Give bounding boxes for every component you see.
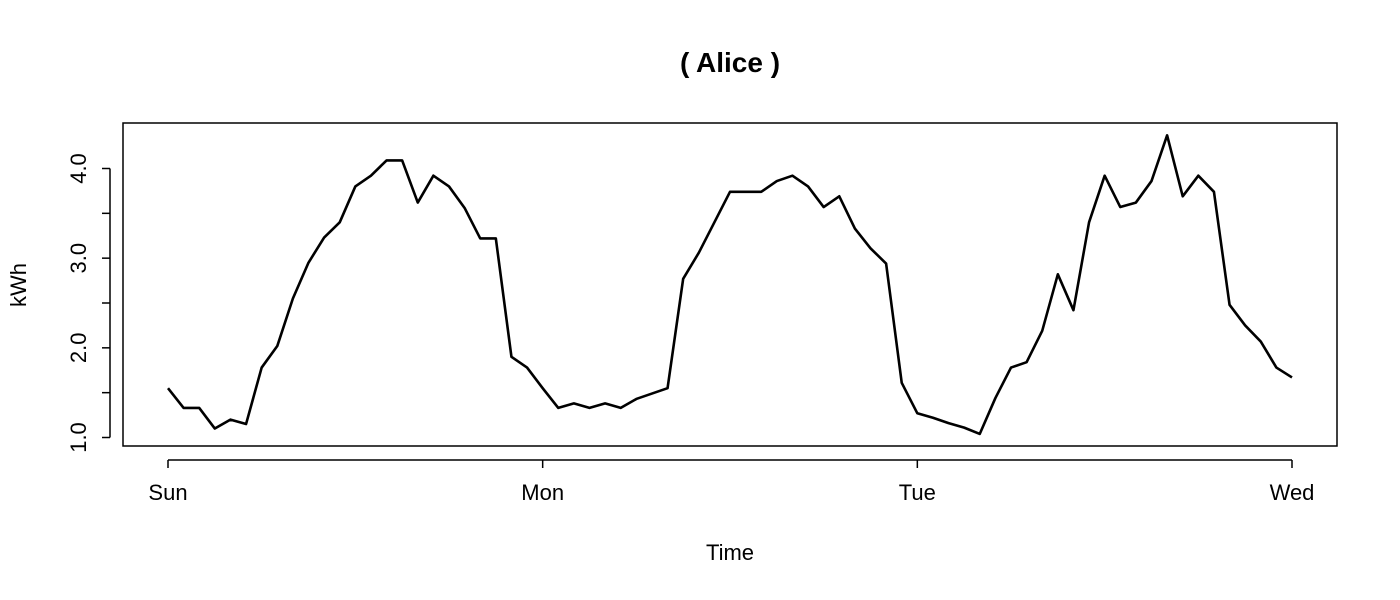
plot-frame [122,122,1338,447]
chart-title: ( Alice ) [680,47,780,78]
y-tick-label: 4.0 [66,153,91,184]
x-axis-label: Time [706,540,754,565]
x-tick-label: Tue [899,480,936,505]
x-tick-label: Mon [521,480,564,505]
series-line [166,134,1293,436]
y-tick-label: 3.0 [66,243,91,274]
y-tick-label: 2.0 [66,333,91,364]
x-axis: Sun Mon Tue Wed [148,459,1315,505]
y-axis: 1.0 2.0 3.0 4.0 [66,153,111,453]
x-tick-label: Sun [148,480,187,505]
y-tick-label: 1.0 [66,422,91,453]
y-axis-label: kWh [6,263,31,307]
x-tick-label: Wed [1270,480,1315,505]
